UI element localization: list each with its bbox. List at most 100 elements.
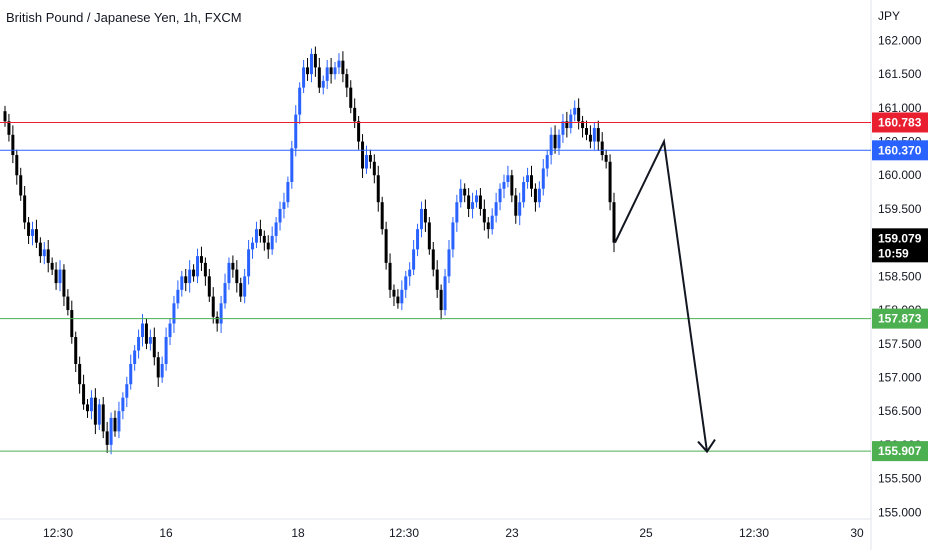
candle-body (408, 269, 412, 277)
x-tick-label: 23 (505, 526, 519, 540)
candle-body (62, 269, 66, 297)
candle-body (278, 208, 282, 223)
candle-body (321, 80, 325, 88)
y-tick-label: 156.500 (878, 404, 922, 418)
x-tick-label: 18 (291, 526, 305, 540)
price-tag-label-entry: 160.370 (878, 143, 922, 157)
projection-arrowhead (697, 439, 716, 454)
candle-body (113, 417, 117, 432)
candle-body (522, 181, 526, 203)
x-tick-label: 12:30 (389, 526, 419, 540)
price-tag-support-2 (872, 441, 928, 462)
candle-body (447, 249, 451, 277)
candle-body (349, 87, 353, 108)
candle-body (294, 114, 298, 149)
x-tick-label: 16 (159, 526, 173, 540)
candle-body (184, 276, 188, 284)
candle-body (596, 128, 600, 142)
price-tag-resistance (872, 112, 928, 133)
candle-body (188, 269, 192, 284)
price-tag-support-1 (872, 308, 928, 329)
candle-body (537, 188, 541, 203)
candle-body (416, 229, 420, 250)
candle-body (380, 202, 384, 230)
candle-body (219, 303, 223, 324)
candle-body (78, 363, 82, 385)
candle-body (251, 242, 255, 250)
y-tick-label: 161.000 (878, 101, 922, 115)
candle-body (396, 296, 400, 304)
candle-body (89, 397, 93, 412)
candle-body (561, 121, 565, 135)
time-axis[interactable]: 12:30 16 18 12:30 23 25 12:30 30 (43, 526, 864, 540)
candle-body (258, 229, 262, 236)
countdown-label: 10:59 (878, 246, 909, 260)
candle-body (361, 141, 365, 169)
x-tick-label: 30 (850, 526, 864, 540)
candle-body (254, 229, 258, 243)
candle-body (109, 417, 113, 445)
candle-body (199, 256, 203, 263)
candle-body (353, 107, 357, 122)
candle-body (317, 67, 321, 88)
candle-body (431, 249, 435, 270)
candle-body (577, 107, 581, 122)
candle-body (494, 202, 498, 216)
candle-body (211, 296, 215, 317)
candle-body (341, 60, 345, 75)
candle-body (133, 350, 137, 364)
candle-body (243, 276, 247, 297)
y-tick-label: 157.000 (878, 370, 922, 384)
candle-body (384, 229, 388, 263)
candle-body (27, 222, 31, 236)
last-price-tag (872, 228, 928, 263)
candle-body (600, 141, 604, 156)
y-tick-label: 157.500 (878, 337, 922, 351)
x-tick-label: 25 (639, 526, 653, 540)
candle-body (247, 249, 251, 277)
candle-body (46, 249, 50, 263)
candle-body (23, 195, 27, 223)
candle-body (19, 175, 23, 196)
candle-body (101, 404, 105, 432)
x-tick-label: 12:30 (43, 526, 73, 540)
candle-body (545, 155, 549, 169)
candle-body (121, 397, 125, 412)
candle-body (15, 155, 19, 176)
candle-body (502, 181, 506, 189)
candle-body (302, 67, 306, 88)
candle-body (588, 134, 592, 142)
candle-body (196, 256, 200, 277)
candle-body (31, 229, 35, 236)
candle-body (498, 188, 502, 203)
candle-body (137, 337, 141, 351)
candle-body (412, 249, 416, 270)
candle-body (270, 235, 274, 250)
candle-body (262, 235, 266, 243)
candle-body (156, 357, 160, 378)
y-tick-label: 160.000 (878, 168, 922, 182)
x-tick-label: 12:30 (739, 526, 769, 540)
candle-body (451, 222, 455, 250)
candle-body (141, 323, 145, 338)
candle-body (427, 222, 431, 250)
candle-body (608, 161, 612, 203)
candle-body (286, 181, 290, 203)
candle-body (592, 128, 596, 142)
candle-body (34, 229, 38, 243)
candle-body (148, 337, 152, 344)
projection-path[interactable] (614, 138, 708, 452)
candle-body (274, 222, 278, 236)
price-tag-label-support-1: 157.873 (878, 312, 922, 326)
candle-body (526, 175, 530, 182)
currency-label: JPY (878, 9, 900, 23)
candle-body (376, 175, 380, 203)
y-tick-label: 158.500 (878, 269, 922, 283)
candles-group (3, 46, 616, 455)
candle-body (313, 53, 317, 68)
candle-body (306, 67, 310, 75)
candle-body (66, 296, 70, 311)
candle-body (533, 188, 537, 203)
